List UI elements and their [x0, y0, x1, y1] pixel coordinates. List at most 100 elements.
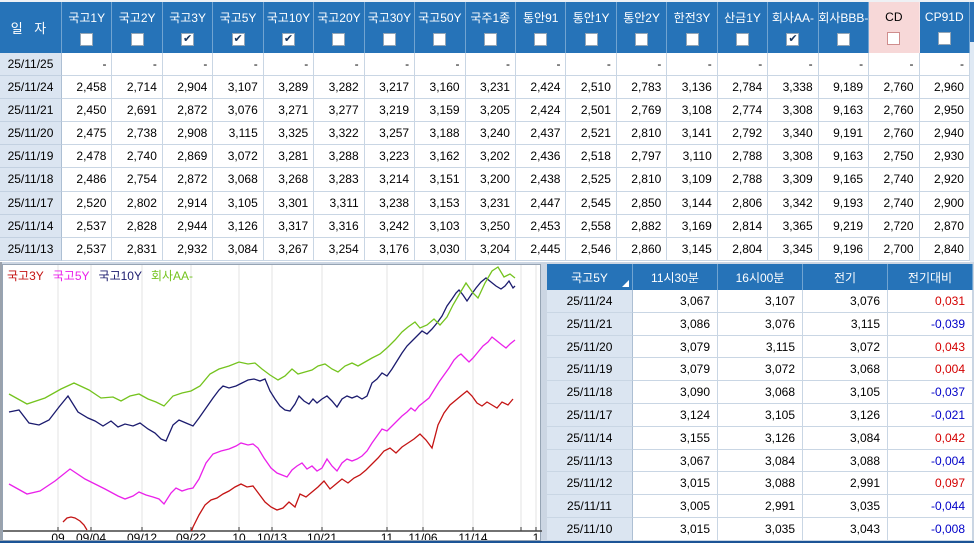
column-header-ktb5y: 국고5Y ✔ — [213, 2, 264, 53]
rate-cell: 3,308 — [768, 99, 819, 123]
detail-date-cell: 25/11/17 — [547, 403, 633, 427]
rate-cell: 3,141 — [667, 122, 718, 146]
column-label: 국고30Y — [367, 11, 412, 25]
detail-header-0[interactable]: 국고5Y — [547, 264, 633, 290]
column-label: 국주1종 — [470, 11, 511, 25]
column-checkbox-cd[interactable] — [887, 32, 901, 45]
change-cell: -0,004 — [888, 449, 973, 473]
column-label: 회사AA- — [771, 11, 814, 25]
rate-cell: - — [213, 53, 264, 77]
column-checkbox-ktb1y[interactable] — [80, 33, 94, 46]
rate-cell: 2,525 — [566, 168, 617, 192]
date-cell: 25/11/24 — [0, 76, 62, 100]
column-label: 국고2Y — [118, 11, 156, 25]
rate-cell: - — [62, 53, 113, 77]
column-checkbox-ktb50y[interactable] — [433, 33, 447, 46]
x-axis-label: 09/12 — [127, 531, 157, 540]
rate-cell: 2,831 — [112, 237, 163, 261]
detail-value-cell: 3,072 — [718, 358, 803, 382]
column-header-ktb30y: 국고30Y — [364, 2, 416, 53]
column-checkbox-ktb2y[interactable] — [130, 33, 144, 46]
column-checkbox-kdb1y[interactable] — [735, 33, 749, 46]
rate-cell: 2,740 — [869, 191, 920, 215]
rate-cell: 3,325 — [263, 122, 315, 146]
column-checkbox-msb1y[interactable] — [584, 33, 598, 46]
date-cell: 25/11/21 — [0, 99, 62, 123]
detail-value-cell: 3,088 — [718, 472, 803, 496]
rate-cell: 3,204 — [465, 237, 516, 261]
rate-cell: 2,872 — [162, 99, 214, 123]
series-line-corp-aa — [8, 266, 516, 407]
column-checkbox-ktb30y[interactable] — [382, 33, 396, 46]
change-cell: 0,004 — [888, 358, 973, 382]
rate-cell: 2,558 — [566, 214, 617, 238]
detail-value-cell: 3,115 — [803, 312, 888, 336]
column-checkbox-msb2y[interactable] — [635, 33, 649, 46]
detail-date-cell: 25/11/21 — [547, 312, 633, 336]
column-checkbox-ktb5y[interactable]: ✔ — [231, 33, 245, 46]
rate-cell: 2,784 — [717, 76, 769, 100]
rate-cell: 2,760 — [869, 76, 920, 100]
rate-cell: 3,340 — [768, 122, 819, 146]
column-checkbox-kepco3y[interactable] — [685, 33, 699, 46]
rate-cell: 2,870 — [919, 214, 970, 238]
column-checkbox-corp-aa[interactable]: ✔ — [786, 33, 800, 46]
rate-cell: 2,438 — [515, 168, 567, 192]
x-axis-label: 11/14 — [458, 531, 487, 540]
rate-cell: 2,914 — [162, 191, 214, 215]
rate-cell: 3,311 — [314, 191, 365, 215]
detail-value-cell: 3,035 — [803, 495, 888, 518]
date-cell: 25/11/20 — [0, 122, 62, 146]
date-cell: 25/11/19 — [0, 145, 62, 169]
date-column-header: 일 자 — [0, 2, 62, 53]
column-checkbox-corp-bbb[interactable] — [836, 33, 850, 46]
column-checkbox-nha1[interactable] — [483, 33, 497, 46]
vertical-scrollbar[interactable] — [970, 2, 974, 262]
change-cell: -0,044 — [888, 495, 973, 518]
column-header-ktb10y: 국고10Y ✔ — [263, 2, 315, 53]
column-checkbox-ktb3y[interactable]: ✔ — [181, 33, 195, 46]
series-line-ktb3y — [190, 390, 514, 531]
detail-header-4[interactable]: 전기대비 — [888, 264, 973, 290]
column-header-ktb20y: 국고20Y — [314, 2, 365, 53]
date-cell: 25/11/14 — [0, 214, 62, 238]
column-checkbox-ktb10y[interactable]: ✔ — [281, 33, 295, 46]
window-frame-top — [0, 0, 974, 2]
rate-cell: 3,153 — [415, 191, 466, 215]
rate-cell: 3,281 — [263, 145, 315, 169]
rate-cell: 3,283 — [314, 168, 365, 192]
rate-cell: 2,814 — [717, 214, 769, 238]
legend-item-ktb3y: 국고3Y — [7, 269, 44, 283]
rate-cell: 2,950 — [919, 99, 970, 123]
detail-header-label: 국고5Y — [571, 270, 608, 285]
detail-value-cell: 3,076 — [803, 290, 888, 313]
column-header-kepco3y: 한전3Y — [667, 2, 718, 53]
rate-cell: - — [919, 53, 970, 77]
detail-header-2[interactable]: 16시00분 — [718, 264, 803, 290]
rate-cell: 9,191 — [818, 122, 870, 146]
rate-cell: 2,518 — [566, 145, 617, 169]
column-checkbox-ktb20y[interactable] — [332, 33, 346, 46]
detail-header-1[interactable]: 11시30분 — [633, 264, 718, 290]
rate-cell: 3,068 — [213, 168, 264, 192]
rate-cell: - — [415, 53, 466, 77]
rate-cell: 2,860 — [616, 237, 668, 261]
rate-cell: 3,176 — [364, 237, 416, 261]
rate-cell: 3,231 — [465, 76, 516, 100]
detail-value-cell: 3,015 — [633, 472, 718, 496]
detail-date-cell: 25/11/18 — [547, 381, 633, 404]
scrollbar-thumb[interactable] — [970, 2, 974, 42]
window-frame-bottom — [0, 541, 974, 543]
detail-date-cell: 25/11/14 — [547, 426, 633, 450]
rate-cell: 2,545 — [566, 191, 617, 215]
column-checkbox-cp91d[interactable] — [937, 32, 951, 45]
rate-cell: 3,108 — [667, 99, 718, 123]
rate-cell: 2,940 — [919, 122, 970, 146]
series-line-ktb3y — [62, 516, 88, 531]
rate-cell: - — [768, 53, 819, 77]
rate-cell: 2,475 — [62, 122, 113, 146]
detail-header-3[interactable]: 전기 — [803, 264, 888, 290]
column-checkbox-msb91[interactable] — [534, 33, 548, 46]
rate-cell: 3,338 — [768, 76, 819, 100]
detail-value-cell: 3,067 — [633, 449, 718, 473]
